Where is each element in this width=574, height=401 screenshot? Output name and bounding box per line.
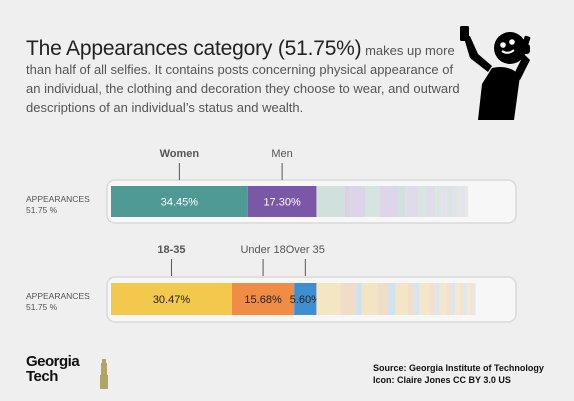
bar-segment-men	[247, 186, 317, 217]
faded-segment	[473, 283, 476, 315]
faded-segment	[418, 186, 427, 217]
data-label: 34.45%	[161, 197, 199, 209]
faded-segment	[461, 186, 465, 217]
faded-segment	[419, 283, 430, 315]
headline-title: The Appearances category (51.75%)	[26, 37, 362, 60]
faded-segment	[466, 283, 471, 315]
data-label: 17.30%	[263, 197, 301, 209]
faded-segment	[340, 283, 357, 315]
headline: The Appearances category (51.75%) makes …	[26, 37, 466, 117]
faded-segment	[316, 283, 341, 315]
row-value: 51.75 %	[26, 302, 58, 312]
faded-segment	[446, 186, 453, 217]
bar-segment-over-35	[294, 283, 317, 315]
faded-segment	[377, 283, 388, 315]
faded-segment	[395, 283, 408, 315]
faded-segment	[356, 283, 362, 315]
faded-segment	[455, 283, 460, 315]
category-label: Over 35	[286, 244, 325, 256]
faded-segment	[361, 283, 378, 315]
headline-body: makes up more than half of all selfies. …	[26, 43, 460, 115]
bar-segment-under-18	[231, 283, 295, 315]
faded-segment	[463, 283, 467, 315]
faded-segment	[464, 186, 469, 217]
faded-segment	[387, 283, 396, 315]
row-label: APPEARANCES	[26, 194, 90, 204]
row-value: 51.75 %	[26, 205, 58, 215]
data-label: 5.60%	[290, 294, 321, 306]
faded-segment	[439, 283, 447, 315]
icon-credit: Icon: Claire Jones CC BY 3.0 US	[373, 375, 511, 385]
data-label: 30.47%	[153, 294, 191, 306]
faded-segment	[344, 186, 351, 217]
category-label: Under 18	[240, 244, 285, 256]
logo-line-2: Tech	[26, 368, 58, 385]
faded-segment	[398, 186, 406, 217]
faded-segment	[407, 283, 415, 315]
source-credit: Source: Georgia Institute of Technology	[373, 363, 544, 373]
faded-segment	[405, 186, 419, 217]
faded-segment	[452, 186, 458, 217]
faded-segment	[379, 186, 399, 217]
person-taking-selfie-icon	[460, 26, 531, 120]
faded-segment	[435, 186, 442, 217]
data-label: 15.68%	[244, 294, 282, 306]
bar-segment-18-35	[111, 283, 232, 315]
faded-segment	[441, 186, 447, 217]
faded-segment	[429, 283, 436, 315]
faded-segment	[451, 283, 456, 315]
logo-line-1: Georgia	[26, 353, 80, 370]
category-label: Men	[271, 148, 292, 160]
faded-segment	[470, 283, 474, 315]
bar-segment-women	[111, 186, 248, 217]
category-label: Women	[160, 148, 200, 160]
faded-segment	[435, 283, 440, 315]
georgia-tech-logo: Georgia Tech	[26, 353, 108, 393]
faded-segment	[426, 186, 436, 217]
tower-icon	[100, 359, 108, 389]
category-label: 18-35	[157, 244, 185, 256]
credits: Source: Georgia Institute of Technology …	[373, 362, 544, 386]
faded-segment	[457, 186, 462, 217]
faded-segment	[350, 186, 366, 217]
faded-segment	[414, 283, 420, 315]
row-label: APPEARANCES	[26, 291, 90, 301]
faded-segment	[316, 186, 345, 217]
faded-segment	[365, 186, 380, 217]
faded-segment	[459, 283, 464, 315]
faded-segment	[446, 283, 452, 315]
